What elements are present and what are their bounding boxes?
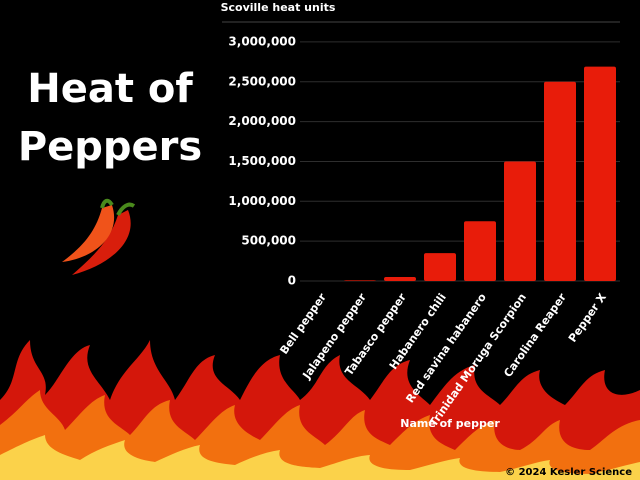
bar (344, 280, 376, 281)
flames (0, 340, 640, 480)
y-tick-label: 2,000,000 (228, 114, 296, 128)
bar (384, 277, 416, 281)
bar (464, 221, 496, 281)
bar (584, 66, 616, 282)
credit: © 2024 Kesler Science (505, 467, 632, 478)
x-tick-label: Pepper X (566, 291, 609, 345)
y-tick-label: 1,000,000 (228, 194, 296, 208)
pepper-icon (62, 198, 136, 275)
y-tick-label: 3,000,000 (228, 34, 296, 48)
bar (544, 81, 576, 282)
bar (504, 161, 536, 281)
y-tick-label: 500,000 (241, 234, 296, 248)
chart-title: Heat of Peppers (17, 66, 203, 170)
y-axis-label: Scoville heat units (221, 1, 336, 14)
y-tick-label: 1,500,000 (228, 154, 296, 168)
bar (424, 253, 456, 281)
y-tick-label: 0 (288, 274, 296, 288)
x-axis-label: Name of pepper (400, 417, 500, 430)
y-tick-label: 2,500,000 (228, 74, 296, 88)
